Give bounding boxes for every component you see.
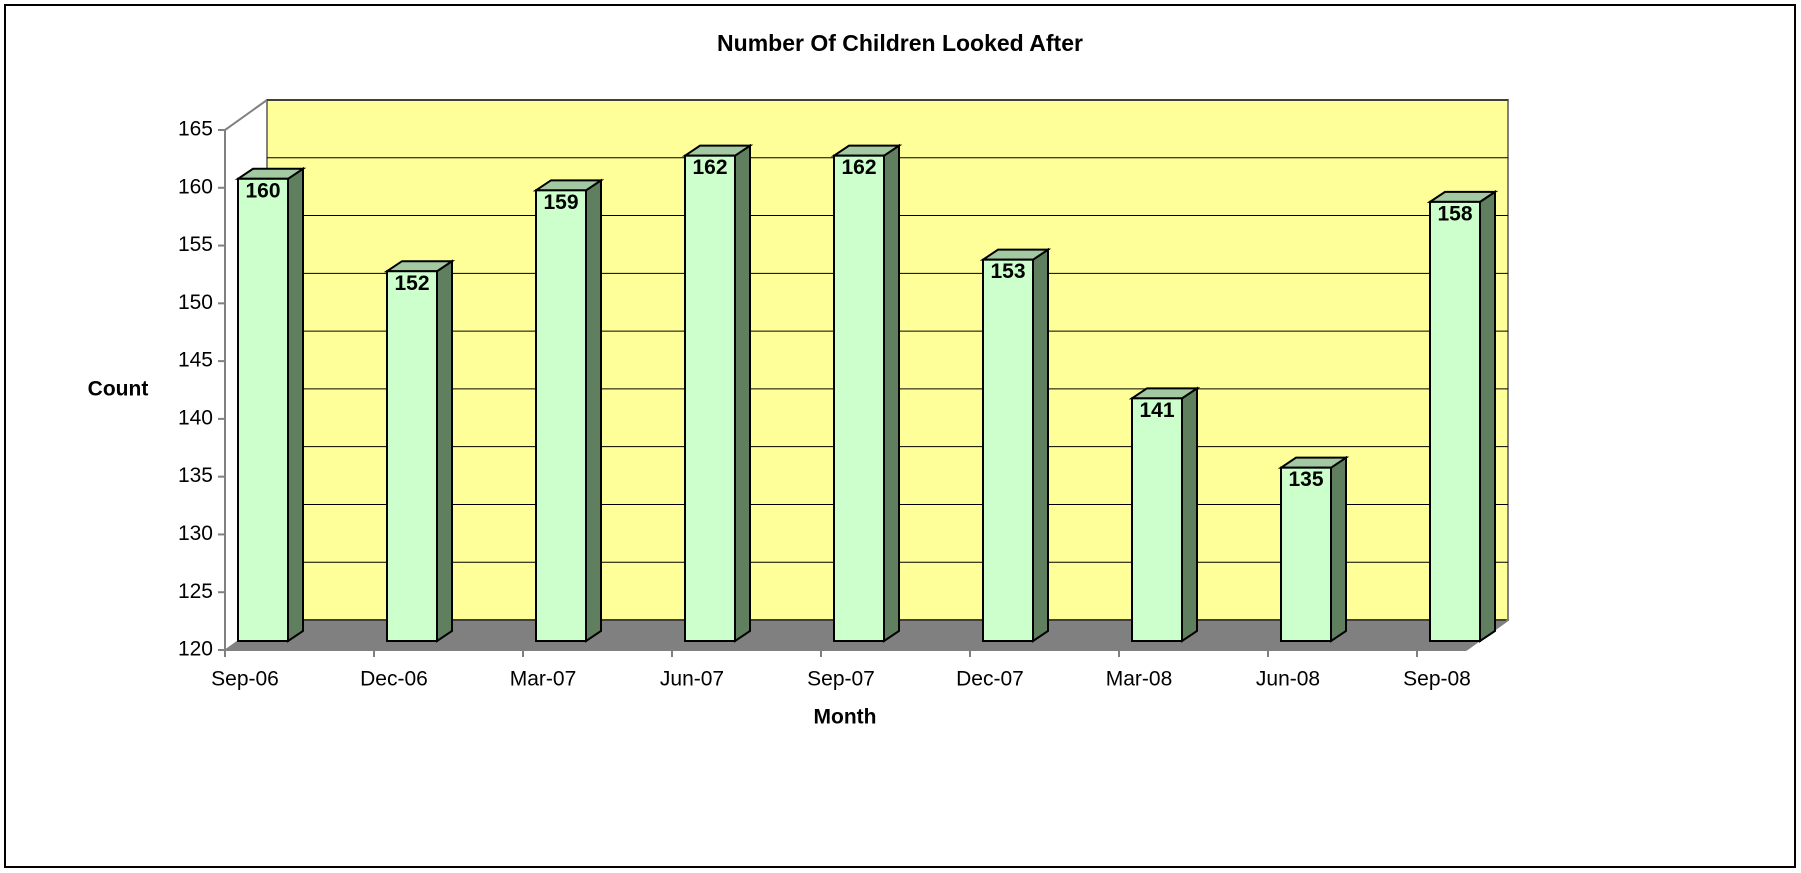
y-tick-label: 135 [178, 464, 213, 487]
y-tick-label: 120 [178, 638, 213, 661]
chart-title: Number Of Children Looked After [717, 30, 1083, 56]
data-label: 152 [394, 272, 429, 295]
bar [1131, 397, 1183, 643]
x-tick-label: Jun-07 [660, 668, 724, 691]
bar-side [883, 143, 900, 643]
data-label: 159 [543, 191, 578, 214]
y-tick-label: 145 [178, 349, 213, 372]
data-label: 162 [841, 156, 876, 179]
y-tick-label: 130 [178, 522, 213, 545]
y-tick-label: 125 [178, 580, 213, 603]
bar-side [1479, 190, 1496, 643]
x-tick-label: Jun-08 [1256, 668, 1320, 691]
bar [386, 270, 438, 642]
bar [237, 177, 289, 642]
bar-side [1032, 247, 1049, 643]
y-tick-label: 165 [178, 118, 213, 141]
x-tick-label: Sep-06 [211, 668, 279, 691]
data-label: 135 [1288, 468, 1323, 491]
y-tick-label: 155 [178, 233, 213, 256]
bar [1429, 200, 1481, 642]
bar-side [1330, 455, 1347, 643]
data-label: 160 [245, 179, 280, 202]
x-tick-label: Sep-07 [807, 668, 875, 691]
x-tick-label: Dec-06 [360, 668, 428, 691]
x-axis-label: Month [814, 706, 877, 729]
data-label: 153 [990, 260, 1025, 283]
y-tick-label: 150 [178, 291, 213, 314]
x-tick-label: Dec-07 [956, 668, 1024, 691]
bar [684, 154, 736, 643]
x-tick-label: Mar-08 [1106, 668, 1173, 691]
data-label: 158 [1437, 202, 1472, 225]
bar [535, 189, 587, 642]
bar-side [585, 178, 602, 643]
bar-side [1181, 386, 1198, 643]
bar-side [287, 166, 304, 643]
bar [1280, 466, 1332, 642]
bar [833, 154, 885, 643]
left-wall-edge [224, 99, 268, 131]
y-axis-label: Count [88, 378, 149, 401]
bar-side [436, 259, 453, 643]
data-label: 141 [1139, 399, 1174, 422]
bar [982, 258, 1034, 642]
bar-side [734, 143, 751, 643]
y-tick-label: 160 [178, 175, 213, 198]
x-tick-label: Sep-08 [1403, 668, 1471, 691]
y-tick-label: 140 [178, 406, 213, 429]
x-tick-label: Mar-07 [510, 668, 577, 691]
data-label: 162 [692, 156, 727, 179]
